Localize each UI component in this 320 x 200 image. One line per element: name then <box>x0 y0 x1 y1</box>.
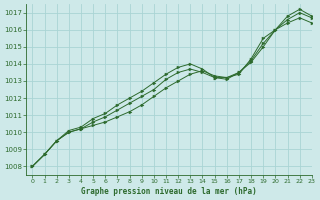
X-axis label: Graphe pression niveau de la mer (hPa): Graphe pression niveau de la mer (hPa) <box>81 187 257 196</box>
